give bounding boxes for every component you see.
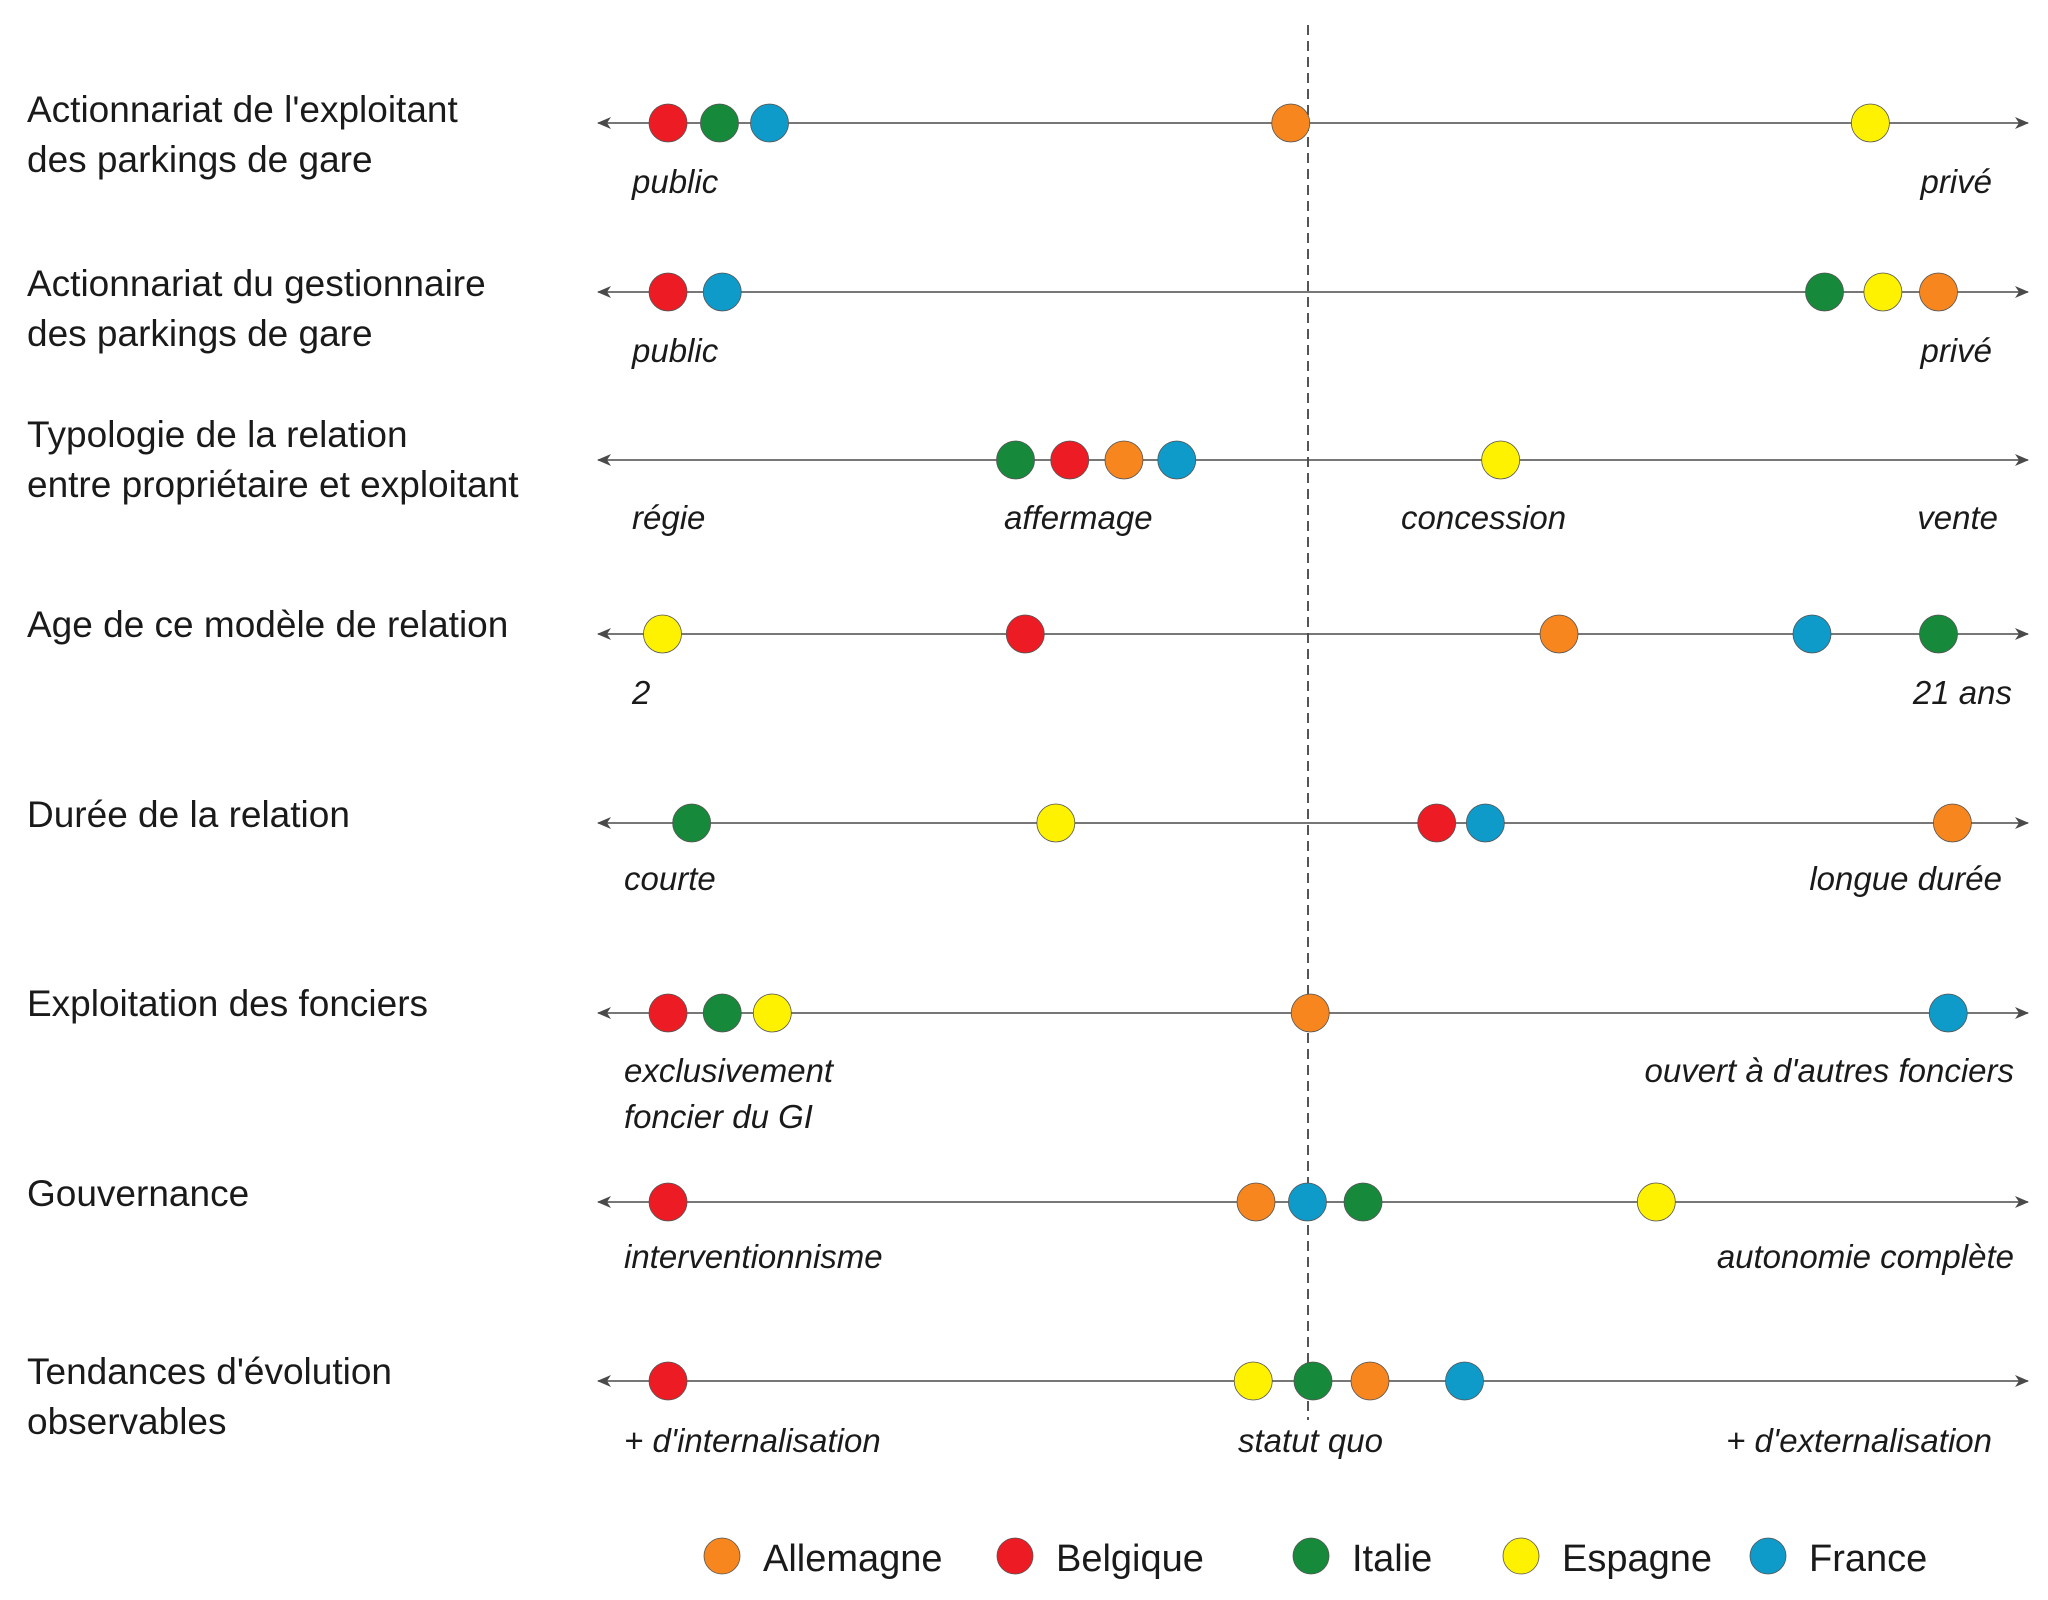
row-title: Durée de la relation	[27, 794, 350, 835]
dot-france	[750, 103, 789, 143]
legend-label: Allemagne	[763, 1538, 943, 1580]
dot-belgique	[648, 272, 688, 312]
dot-belgique	[648, 993, 688, 1033]
axis-label: public	[631, 332, 719, 369]
dot-allemagne	[1104, 440, 1144, 480]
row-title: Typologie de la relation	[27, 414, 408, 455]
row: Actionnariat de l'exploitant des parkings…	[27, 89, 2029, 200]
dot-france	[1288, 1182, 1327, 1222]
axis-label: + d'internalisation	[624, 1422, 881, 1459]
dot-espagne	[1036, 803, 1076, 843]
dot-belgique	[648, 1182, 688, 1222]
legend-item: Belgique	[996, 1537, 1204, 1580]
legend-item: Italie	[1292, 1537, 1432, 1580]
row-title: des parkings de gare	[27, 139, 373, 180]
row-title: Actionnariat de l'exploitant	[27, 89, 458, 130]
dot-allemagne	[1236, 1182, 1276, 1222]
dot-espagne	[1636, 1182, 1676, 1222]
row-title: Age de ce modèle de relation	[27, 604, 508, 645]
dot-italie	[1293, 1361, 1333, 1401]
axis-label: vente	[1917, 499, 1998, 536]
axis-label: statut quo	[1238, 1422, 1383, 1459]
dot-espagne	[1481, 440, 1521, 480]
row: Durée de la relation courte longue durée	[27, 794, 2029, 897]
dot-france	[1465, 803, 1505, 843]
axis-label: privé	[1919, 163, 1992, 200]
legend-item: France	[1749, 1537, 1927, 1580]
dot-italie	[700, 103, 739, 143]
dot-italie	[672, 803, 712, 843]
legend-label: France	[1809, 1538, 1927, 1580]
row: Typologie de la relation entre propriétai…	[27, 414, 2029, 536]
legend-dot	[996, 1537, 1034, 1575]
dot-france	[1157, 440, 1197, 480]
dot-allemagne	[1271, 103, 1311, 143]
dot-allemagne	[1350, 1361, 1390, 1401]
dot-espagne	[1850, 103, 1890, 143]
dot-allemagne	[1933, 803, 1972, 843]
dot-allemagne	[1290, 993, 1330, 1033]
dot-espagne	[643, 614, 682, 654]
dot-france	[1792, 614, 1832, 654]
axis-label: affermage	[1004, 499, 1153, 536]
dot-belgique	[648, 1361, 688, 1401]
dot-espagne	[1233, 1361, 1273, 1401]
axis-label: longue durée	[1809, 860, 2002, 897]
legend-label: Belgique	[1056, 1538, 1204, 1580]
row-title: Tendances d'évolution	[27, 1351, 392, 1392]
dot-espagne	[1863, 272, 1903, 312]
legend-dot	[1502, 1537, 1540, 1575]
row-title: Gouvernance	[27, 1173, 249, 1214]
dot-italie	[702, 993, 742, 1033]
row: Actionnariat du gestionnaire des parkings…	[27, 263, 2029, 369]
row: Exploitation des fonciers exclusivement fo…	[27, 983, 2029, 1135]
row-title: observables	[27, 1401, 227, 1442]
dot-allemagne	[1919, 272, 1958, 312]
dot-espagne	[752, 993, 792, 1033]
axis-label: autonomie complète	[1717, 1238, 2014, 1275]
legend-dot	[1292, 1537, 1330, 1575]
legend-dot	[703, 1537, 741, 1575]
row-title: des parkings de gare	[27, 313, 373, 354]
dot-belgique	[1417, 803, 1457, 843]
dot-france	[702, 272, 742, 312]
axis-label: courte	[624, 860, 716, 897]
row-title: Exploitation des fonciers	[27, 983, 428, 1024]
row: Gouvernance interventionnisme autonomie co…	[27, 1173, 2029, 1275]
axis-label: exclusivement	[624, 1052, 835, 1089]
axis-label: ouvert à d'autres fonciers	[1645, 1052, 2015, 1089]
legend-label: Espagne	[1562, 1538, 1712, 1580]
row-title: entre propriétaire et exploitant	[27, 464, 519, 505]
legend-label: Italie	[1352, 1538, 1432, 1580]
axis-label: privé	[1919, 332, 1992, 369]
axis-label: foncier du GI	[624, 1098, 813, 1135]
dot-italie	[1919, 614, 1958, 654]
row-title: Actionnariat du gestionnaire	[27, 263, 486, 304]
legend-item: Espagne	[1502, 1537, 1712, 1580]
axis-label: concession	[1401, 499, 1566, 536]
axis-label: 2	[631, 674, 650, 711]
dot-france	[1445, 1361, 1484, 1401]
axis-label: + d'externalisation	[1726, 1422, 1992, 1459]
dot-belgique	[1005, 614, 1045, 654]
legend-dot	[1749, 1537, 1787, 1575]
row: Tendances d'évolution observables + d'inte…	[27, 1351, 2029, 1459]
dot-italie	[1805, 272, 1844, 312]
dot-italie	[1343, 1182, 1383, 1222]
row: Age de ce modèle de relation 2 21 ans	[27, 604, 2029, 711]
legend-item: Allemagne	[703, 1537, 943, 1580]
dot-belgique	[648, 103, 688, 143]
dot-allemagne	[1539, 614, 1579, 654]
axis-label: interventionnisme	[624, 1238, 883, 1275]
dot-france	[1928, 993, 1968, 1033]
axis-label: public	[631, 163, 719, 200]
dot-italie	[996, 440, 1035, 480]
axis-label: régie	[632, 499, 705, 536]
dot-belgique	[1050, 440, 1090, 480]
axis-label: 21 ans	[1912, 674, 2012, 711]
